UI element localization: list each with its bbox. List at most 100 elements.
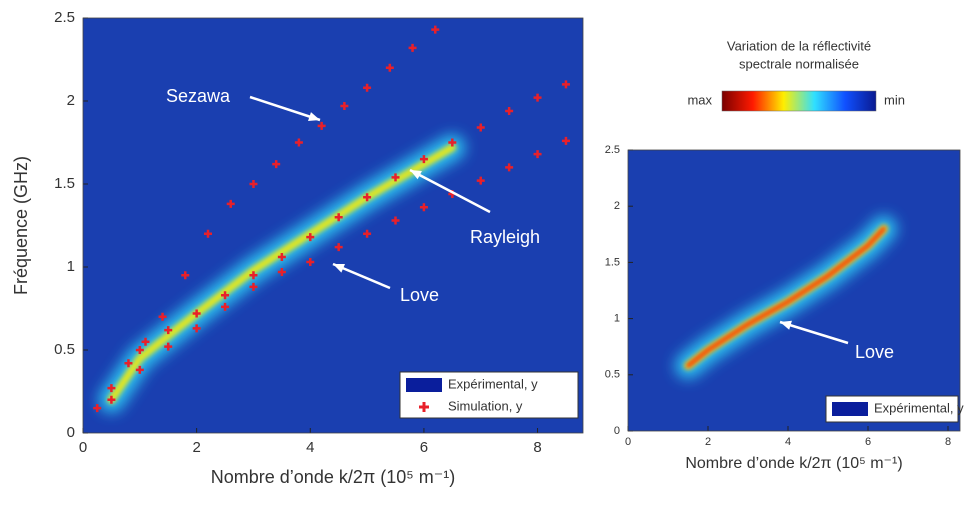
arrow-head — [333, 263, 345, 273]
simulation-point — [164, 342, 173, 351]
annotation: Sezawa — [166, 86, 231, 106]
simulation-point — [135, 346, 144, 354]
annotation-arrow — [779, 320, 849, 345]
y-tick-label: 1.5 — [54, 175, 75, 192]
simulation-point — [294, 138, 303, 147]
simulation-point — [533, 93, 542, 102]
simulation-point — [408, 43, 417, 52]
plot-area — [675, 215, 897, 379]
plot-area — [93, 25, 570, 413]
x-tick-label: 6 — [865, 436, 871, 448]
simulation-point — [363, 83, 372, 92]
colorbar-min: min — [884, 92, 905, 107]
y-tick-label: 0 — [67, 424, 75, 441]
y-tick-label: 0.5 — [54, 341, 75, 358]
simulation-point — [221, 302, 230, 311]
simulation-point — [317, 121, 326, 130]
colorbar-max: max — [687, 92, 712, 107]
simulation-point — [107, 395, 116, 404]
colorbar-title: spectrale normalisée — [739, 56, 859, 71]
simulation-point — [363, 229, 372, 238]
simulation-point — [204, 229, 212, 238]
simulation-point — [419, 155, 428, 164]
simulation-point — [505, 163, 514, 172]
y-tick-label: 0 — [614, 425, 620, 437]
simulation-point — [391, 173, 400, 182]
plot-frame — [627, 149, 961, 432]
simulation-point — [181, 271, 190, 280]
simulation-point — [249, 180, 258, 188]
arrow-head — [410, 170, 422, 180]
simulation-point — [448, 138, 457, 147]
legend-label: Expérimental, y — [874, 400, 964, 415]
simulation-point — [306, 258, 315, 267]
simulation-point — [164, 326, 173, 335]
x-tick-label: 4 — [785, 436, 791, 448]
y-axis-label: Fréquence (GHz) — [11, 156, 31, 295]
legend-label: Simulation, y — [448, 398, 523, 413]
x-tick-label: 2 — [192, 439, 200, 456]
simulation-point — [306, 233, 315, 242]
simulation-point — [141, 337, 150, 346]
annotation-arrow — [409, 168, 491, 214]
y-tick-label: 2 — [614, 200, 620, 212]
simulation-point — [385, 63, 394, 72]
x-tick-label: 6 — [420, 439, 428, 456]
x-axis-label: Nombre d’onde k/2π (10⁵ m⁻¹) — [211, 467, 455, 487]
colorbar-title: Variation de la réflectivité — [727, 38, 871, 53]
simulation-point — [505, 106, 514, 115]
x-tick-label: 0 — [625, 436, 631, 448]
plot-frame — [82, 17, 584, 434]
simulation-point — [93, 404, 102, 413]
ridge-peak — [686, 226, 886, 368]
simulation-point — [221, 291, 230, 300]
simulation-point — [334, 243, 343, 252]
simulation-point — [391, 216, 400, 225]
simulation-point — [272, 160, 281, 169]
simulation-point — [226, 199, 235, 208]
simulation-point — [533, 150, 542, 159]
legend-swatch — [419, 402, 429, 412]
legend-swatch — [832, 402, 868, 416]
legend-label: Expérimental, y — [448, 376, 538, 391]
y-tick-label: 2.5 — [605, 144, 620, 156]
simulation-point — [561, 80, 570, 89]
simulation-point — [107, 384, 116, 393]
arrow-head — [780, 320, 792, 330]
x-tick-label: 8 — [945, 436, 951, 448]
y-tick-label: 1 — [614, 313, 620, 325]
simulation-point — [192, 324, 201, 333]
annotation: Rayleigh — [470, 227, 540, 247]
x-tick-label: 4 — [306, 439, 314, 456]
simulation-point — [561, 136, 570, 145]
simulation-point — [476, 176, 485, 185]
simulation-point — [277, 267, 286, 276]
simulation-point — [419, 203, 428, 212]
simulation-point — [340, 101, 349, 110]
simulation-point — [249, 271, 258, 280]
simulation-point — [135, 365, 144, 374]
x-tick-label: 8 — [533, 439, 541, 456]
simulation-point — [124, 359, 133, 368]
y-tick-label: 2.5 — [54, 9, 75, 26]
y-tick-label: 1 — [67, 258, 75, 275]
simulation-point — [192, 309, 201, 318]
simulation-point — [476, 123, 485, 132]
x-tick-label: 0 — [79, 439, 87, 456]
arrow-head — [308, 112, 320, 121]
simulation-point — [249, 282, 258, 291]
colorbar — [721, 90, 877, 112]
simulation-point — [277, 253, 286, 262]
simulation-point — [431, 25, 440, 34]
legend-swatch — [406, 378, 442, 392]
ridge-core — [107, 143, 457, 404]
simulation-point — [363, 193, 372, 202]
simulation-point — [334, 213, 343, 222]
simulation-point — [158, 312, 167, 321]
annotation: Love — [400, 285, 439, 305]
x-tick-label: 2 — [705, 436, 711, 448]
y-tick-label: 1.5 — [605, 256, 620, 268]
x-axis-label: Nombre d’onde k/2π (10⁵ m⁻¹) — [685, 455, 902, 472]
annotation: Love — [855, 342, 894, 362]
y-tick-label: 0.5 — [605, 369, 620, 381]
